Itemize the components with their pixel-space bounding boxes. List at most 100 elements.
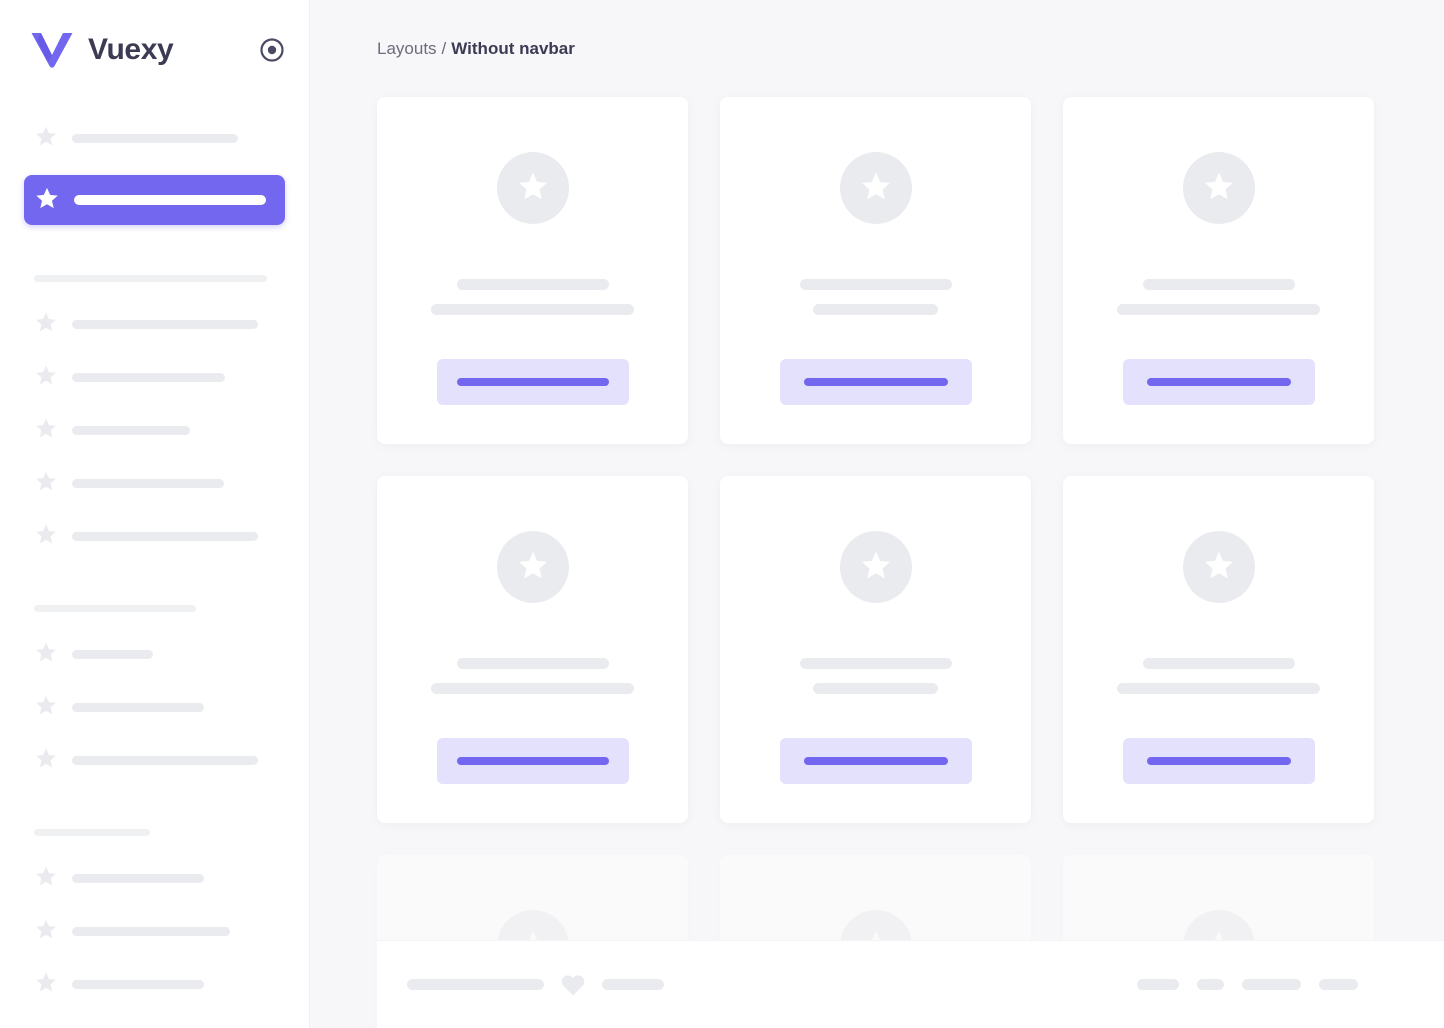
- bottom-bar-right-pill: [1242, 979, 1301, 990]
- sidebar-group-gap: [0, 243, 309, 275]
- star-icon: [34, 185, 60, 216]
- content-card[interactable]: [1063, 476, 1374, 823]
- card-subtitle-placeholder: [813, 304, 938, 315]
- card-subtitle-placeholder: [813, 683, 938, 694]
- card-action-button-label-placeholder: [1146, 378, 1291, 386]
- card-action-button-label-placeholder: [803, 757, 948, 765]
- card-action-button[interactable]: [436, 359, 629, 405]
- sidebar-nav: [0, 100, 309, 1028]
- breadcrumb-separator: /: [441, 38, 447, 58]
- bottom-bar-secondary-pill: [602, 979, 664, 990]
- avatar: [496, 531, 569, 603]
- card-action-button[interactable]: [779, 738, 972, 784]
- sidebar-item[interactable]: [24, 862, 285, 894]
- sidebar-item[interactable]: [24, 691, 285, 723]
- avatar: [496, 152, 569, 224]
- card-text-placeholders: [720, 658, 1031, 694]
- sidebar-item-label-placeholder: [72, 425, 190, 435]
- sidebar-item-label-placeholder: [72, 133, 238, 143]
- avatar: [1182, 531, 1255, 603]
- sidebar-group-gap: [0, 573, 309, 605]
- card-text-placeholders: [377, 658, 688, 694]
- avatar: [839, 531, 912, 603]
- bottom-bar-left-pill: [407, 979, 544, 990]
- sidebar-group-heading: [34, 605, 196, 612]
- star-icon: [34, 363, 58, 392]
- content-card[interactable]: [720, 476, 1031, 823]
- sidebar-item-label-placeholder: [72, 372, 225, 382]
- heart-icon[interactable]: [560, 973, 586, 997]
- sidebar-item[interactable]: [24, 414, 285, 446]
- sidebar-item[interactable]: [24, 638, 285, 670]
- bottom-bar-right-pill: [1319, 979, 1358, 990]
- content-card[interactable]: [720, 97, 1031, 444]
- card-title-placeholder: [799, 279, 952, 290]
- sidebar-item[interactable]: [24, 308, 285, 340]
- star-icon: [859, 169, 893, 208]
- sidebar-item[interactable]: [24, 122, 285, 154]
- card-action-button-label-placeholder: [456, 757, 609, 765]
- sidebar-item-label-placeholder: [72, 649, 153, 659]
- card-title-placeholder: [799, 658, 952, 669]
- star-icon: [34, 917, 58, 946]
- content-card[interactable]: [377, 97, 688, 444]
- star-icon: [859, 548, 893, 587]
- card-action-button-label-placeholder: [1146, 757, 1291, 765]
- bottom-bar-right-group: [1119, 979, 1358, 990]
- sidebar-item-label-placeholder: [72, 319, 258, 329]
- sidebar-item-label-placeholder: [72, 926, 230, 936]
- card-subtitle-placeholder: [431, 304, 634, 315]
- star-icon: [516, 548, 550, 587]
- card-text-placeholders: [720, 279, 1031, 315]
- bottom-bar-left-group: [407, 973, 664, 997]
- card-action-button[interactable]: [1122, 738, 1315, 784]
- circle-dot-icon[interactable]: [259, 37, 285, 63]
- sidebar-group-gap: [0, 797, 309, 829]
- card-action-button-label-placeholder: [456, 378, 609, 386]
- star-icon: [34, 124, 58, 153]
- card-text-placeholders: [1063, 658, 1374, 694]
- sidebar-item[interactable]: [24, 467, 285, 499]
- card-subtitle-placeholder: [1117, 304, 1320, 315]
- sidebar-item[interactable]: [24, 968, 285, 1000]
- sidebar-item-active[interactable]: [24, 175, 285, 225]
- breadcrumb: Layouts / Without navbar: [310, 0, 1444, 97]
- content-card[interactable]: [377, 476, 688, 823]
- sidebar: Vuexy: [0, 0, 310, 1028]
- sidebar-item-label-placeholder: [72, 873, 204, 883]
- sidebar-item-label-placeholder: [74, 195, 266, 205]
- sidebar-item[interactable]: [24, 744, 285, 776]
- star-icon: [34, 640, 58, 669]
- sidebar-top-spacer: [0, 100, 309, 122]
- breadcrumb-parent[interactable]: Layouts: [377, 38, 437, 58]
- star-icon: [34, 522, 58, 551]
- card-title-placeholder: [456, 658, 609, 669]
- card-action-button[interactable]: [1122, 359, 1315, 405]
- sidebar-group-gap: [0, 1021, 309, 1028]
- star-icon: [34, 310, 58, 339]
- card-action-button[interactable]: [779, 359, 972, 405]
- sidebar-item-label-placeholder: [72, 979, 204, 989]
- brand-name: Vuexy: [88, 33, 174, 66]
- star-icon: [1202, 548, 1236, 587]
- bottom-action-bar: [377, 940, 1444, 1028]
- card-action-button[interactable]: [436, 738, 629, 784]
- avatar: [839, 152, 912, 224]
- star-icon: [34, 416, 58, 445]
- sidebar-item-label-placeholder: [72, 702, 204, 712]
- sidebar-item[interactable]: [24, 915, 285, 947]
- star-icon: [34, 693, 58, 722]
- sidebar-group-heading: [34, 275, 267, 282]
- brand-header: Vuexy: [0, 0, 309, 100]
- card-text-placeholders: [377, 279, 688, 315]
- content-card[interactable]: [1063, 97, 1374, 444]
- avatar: [1182, 152, 1255, 224]
- card-subtitle-placeholder: [1117, 683, 1320, 694]
- sidebar-item-label-placeholder: [72, 478, 224, 488]
- star-icon: [34, 469, 58, 498]
- star-icon: [34, 746, 58, 775]
- star-icon: [516, 169, 550, 208]
- card-action-button-label-placeholder: [803, 378, 948, 386]
- sidebar-item[interactable]: [24, 520, 285, 552]
- sidebar-item[interactable]: [24, 361, 285, 393]
